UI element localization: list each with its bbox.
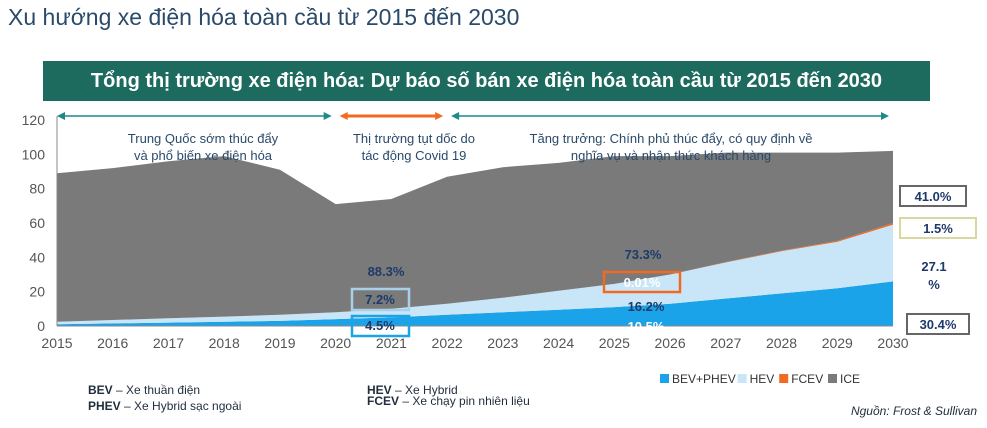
x-tick-label: 2020 <box>320 335 351 351</box>
period-arrow-head-left <box>339 112 348 120</box>
period-arrow-head-right <box>323 112 332 120</box>
annotation-box-2021-hev <box>350 287 411 312</box>
x-tick-label: 2016 <box>97 335 128 351</box>
annotation-2030-fcev: 1.5% <box>923 221 953 236</box>
annotation-2025-fcev: 0.01% <box>624 275 661 290</box>
x-tick-label: 2024 <box>543 335 574 351</box>
x-tick-label: 2017 <box>153 335 184 351</box>
legend-label: FCEV <box>791 372 823 386</box>
period-arrow-head-right <box>435 112 444 120</box>
period-arrow-head-right <box>881 112 889 120</box>
x-tick-label: 2027 <box>710 335 741 351</box>
source-note: Nguồn: Frost & Sullivan <box>850 404 977 418</box>
annotation-box-2021-bev <box>350 314 411 338</box>
annotation-box-2030-fcev <box>899 217 977 239</box>
area-hev <box>57 224 893 325</box>
annotation-2030-bev: 30.4% <box>920 317 957 332</box>
x-tick-label: 2030 <box>877 335 908 351</box>
x-tick-label: 2015 <box>41 335 72 351</box>
annotation-2030-ice: 41.0% <box>915 189 952 204</box>
x-tick-label: 2028 <box>766 335 797 351</box>
x-tick-label: 2021 <box>376 335 407 351</box>
y-tick-label: 80 <box>29 181 45 197</box>
x-tick-label: 2018 <box>209 335 240 351</box>
annotation-2021-ice: 88.3% <box>368 264 405 279</box>
x-tick-label: 2023 <box>487 335 518 351</box>
legend-label: ICE <box>840 372 860 386</box>
annotation-2021-bev: 4.5% <box>365 318 395 333</box>
period-label-line1: Tăng trưởng: Chính phủ thúc đẩy, có quy … <box>530 131 813 146</box>
annotation-2030-hev-line1: 27.1 <box>921 259 946 274</box>
page-title: Xu hướng xe điện hóa toàn cầu từ 2015 đế… <box>8 4 520 30</box>
x-tick-label: 2025 <box>599 335 630 351</box>
legend-label: BEV+PHEV <box>672 372 736 386</box>
annotation-box-2030-ice <box>899 185 967 207</box>
period-label-line2: và phổ biến xe điện hóa <box>134 148 273 163</box>
annotation-2021-hev: 7.2% <box>365 292 395 307</box>
y-tick-label: 20 <box>29 284 45 300</box>
x-tick-label: 2022 <box>432 335 463 351</box>
area-bev-phev <box>57 281 893 326</box>
y-tick-label: 0 <box>37 318 45 334</box>
period-label-line1: Trung Quốc sớm thúc đẩy <box>128 131 279 146</box>
x-tick-label: 2019 <box>264 335 295 351</box>
legend-label: HEV <box>750 372 775 386</box>
y-tick-label: 100 <box>22 146 46 162</box>
x-tick-label: 2029 <box>822 335 853 351</box>
legend-phev: PHEV – Xe Hybrid sạc ngoài <box>88 399 242 413</box>
annotation-2025-hev: 16.2% <box>628 299 665 314</box>
period-arrow-head-left <box>451 112 460 120</box>
y-tick-label: 60 <box>29 215 45 231</box>
period-label-line2: nghĩa vụ và nhận thức khách hàng <box>571 148 771 163</box>
legend-bev: BEV – Xe thuần điện <box>88 383 201 397</box>
legend-hev: HEV – Xe Hybrid <box>367 383 458 397</box>
period-label-line2: tác động Covid 19 <box>362 148 467 163</box>
y-tick-label: 120 <box>22 112 46 128</box>
y-tick-label: 40 <box>29 249 45 265</box>
annotation-2030-hev-line2: % <box>928 277 940 292</box>
annotation-2025-ice: 73.3% <box>625 247 662 262</box>
period-label-line1: Thị trường tụt dốc do <box>353 131 475 146</box>
period-arrow-head-left <box>57 112 65 120</box>
x-tick-label: 2026 <box>654 335 685 351</box>
area-ice <box>57 150 893 322</box>
chart-title-banner: Tổng thị trường xe điện hóa: Dự báo số b… <box>43 61 930 101</box>
annotation-2025-bev: 10.5% <box>628 319 665 334</box>
legend-swatch <box>737 374 747 383</box>
legend-swatch <box>660 374 669 383</box>
legend-swatch <box>828 374 837 383</box>
legend-swatch <box>779 374 789 383</box>
annotation-box-2025-fcev <box>602 270 682 294</box>
annotation-box-2030-bev <box>906 313 970 335</box>
legend-fcev: FCEV – Xe chạy pin nhiên liệu <box>367 394 530 408</box>
